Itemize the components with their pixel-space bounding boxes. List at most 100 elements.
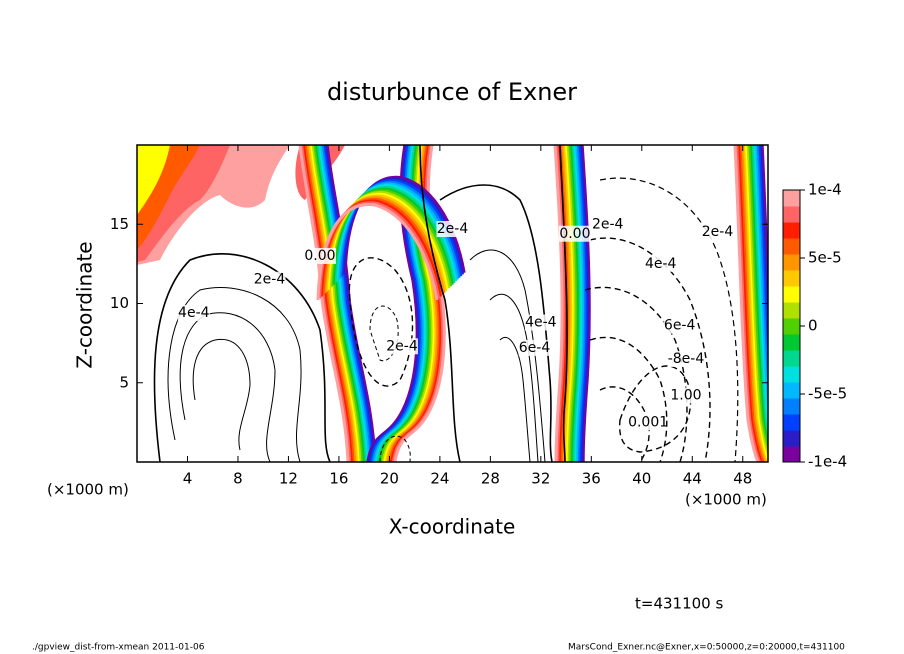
contour-label: 0.001: [628, 414, 668, 430]
field-band: [308, 145, 360, 462]
contour-label: 4e-4: [178, 305, 210, 321]
y-tick-label: 10: [110, 294, 129, 312]
annotation-bg: [669, 350, 702, 367]
colorbar-segment: [783, 270, 800, 287]
colorbar-segment: [783, 254, 800, 271]
x-tick-label: 28: [481, 470, 500, 488]
field-band: [740, 145, 767, 462]
contour-label: -8e-4: [668, 351, 705, 367]
field-band: [317, 145, 369, 462]
contour-label: 2e-4: [437, 221, 469, 237]
colorbar-segment: [783, 382, 800, 399]
field-band: [310, 145, 362, 462]
colorbar-tick-label: -5e-5: [808, 385, 847, 403]
field-band: [324, 145, 375, 462]
field-band: [748, 145, 768, 452]
x-axis-label: X-coordinate: [389, 515, 516, 539]
field-band: [572, 145, 583, 462]
annotation-bg: [177, 305, 210, 322]
contour-label: 1.00: [670, 387, 701, 403]
colorbar-tick-label: -1e-4: [808, 453, 847, 471]
field-band: [577, 145, 588, 462]
contour-label: 4e-4: [525, 315, 557, 331]
field-band: [759, 145, 768, 360]
annotation-bg: [253, 271, 286, 288]
contour-label: 6e-4: [519, 340, 551, 356]
field-band: [307, 145, 358, 462]
field-band: [753, 145, 768, 427]
x-tick-label: 24: [430, 470, 449, 488]
field-band: [750, 145, 768, 445]
colorbar-segment: [783, 318, 800, 335]
colorbar-segment: [783, 238, 800, 255]
field-band: [555, 145, 566, 462]
field-band: [573, 145, 584, 462]
field-band: [318, 145, 370, 462]
field-band: [567, 145, 578, 462]
field-band: [325, 145, 377, 462]
colorbar-segment: [783, 366, 800, 383]
colorbar-segment: [783, 222, 800, 239]
colorbar-segment: [783, 206, 800, 223]
x-tick-label: 20: [380, 470, 399, 488]
annotation-bg: [669, 387, 702, 404]
x-tick-label: 4: [183, 470, 193, 488]
annotation-bg: [632, 414, 665, 431]
contour-label: 2e-4: [702, 224, 734, 240]
chart-title: disturbunce of Exner: [327, 78, 577, 106]
field-band: [570, 145, 581, 462]
field-band: [562, 145, 573, 462]
colorbar-segment: [783, 302, 800, 319]
colorbar-segment: [783, 430, 800, 447]
x-tick-label: 48: [733, 470, 752, 488]
x-tick-label: 8: [233, 470, 243, 488]
field-band: [303, 145, 355, 462]
contour-label: 6e-4: [664, 318, 696, 334]
colorbar-segment: [783, 398, 800, 415]
annotation-bg: [386, 338, 419, 355]
field-band: [315, 145, 367, 462]
colorbar-tick-label: 1e-4: [808, 181, 842, 199]
field-band: [760, 145, 768, 324]
x-tick-label: 44: [683, 470, 702, 488]
contour-label: 0.00: [559, 226, 590, 242]
contour-label: 2e-4: [386, 338, 418, 354]
field-band: [742, 145, 768, 462]
annotation-bg: [591, 216, 624, 233]
field-band: [313, 145, 365, 462]
annotation-bg: [701, 224, 734, 241]
field-band: [755, 145, 768, 413]
annotation-bg: [558, 225, 591, 242]
x-tick-label: 12: [279, 470, 298, 488]
colorbar-segment: [783, 286, 800, 303]
x-tick-label: 16: [329, 470, 348, 488]
field-band: [757, 145, 768, 389]
y-tick-label: 5: [119, 373, 129, 391]
x-tick-label: 36: [582, 470, 601, 488]
field-band: [316, 202, 439, 301]
contour-label: 2e-4: [592, 216, 624, 232]
field-band: [312, 145, 364, 462]
colorbar-tick-label: 0: [808, 317, 818, 335]
colorbar-tick-label: 5e-5: [808, 249, 842, 267]
colorbar-segment: [783, 190, 800, 207]
contour-label: 2e-4: [254, 272, 286, 288]
x-unit-label: (×1000 m): [47, 481, 129, 499]
footer-left: ./gpview_dist-from-xmean 2011-01-06: [32, 643, 205, 653]
annotation-bg: [644, 255, 677, 272]
field-band: [565, 145, 576, 462]
field-band: [300, 145, 352, 462]
time-label: t=431100 s: [635, 595, 723, 613]
field-band: [752, 145, 768, 437]
field-band: [301, 145, 353, 462]
footer-right: MarsCond_Exner.nc@Exner,x=0:50000,z=0:20…: [568, 643, 845, 653]
field-band: [553, 145, 564, 462]
annotation-bg: [436, 221, 469, 238]
annotation-bg: [524, 314, 557, 331]
annotation-bg: [303, 247, 336, 264]
field-band: [745, 145, 768, 462]
x-tick-label: 32: [531, 470, 550, 488]
field-band: [743, 145, 768, 462]
colorbar-segment: [783, 414, 800, 431]
